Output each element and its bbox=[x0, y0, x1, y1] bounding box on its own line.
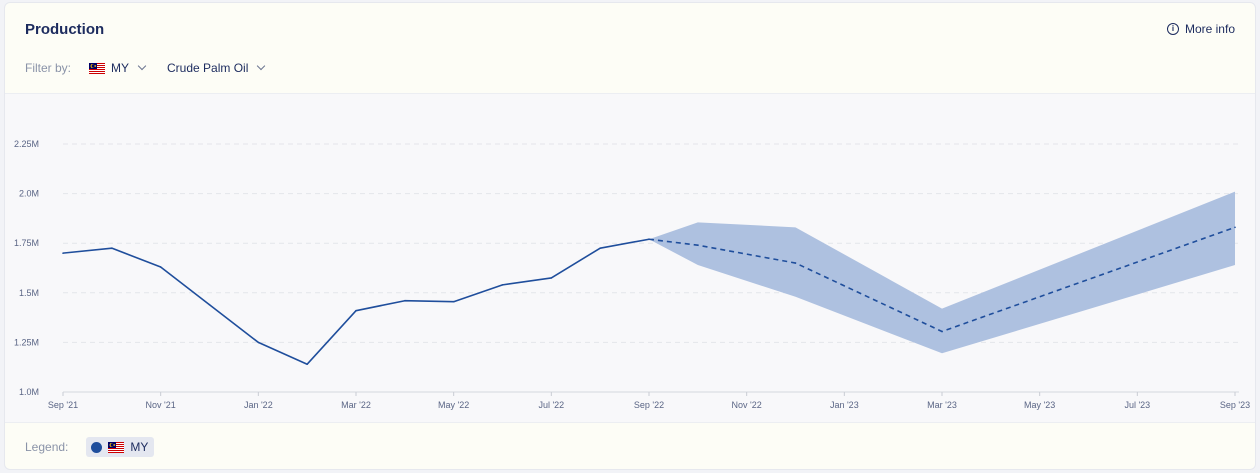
x-tick-label: May '22 bbox=[438, 400, 469, 410]
x-tick-label: Mar '22 bbox=[341, 400, 371, 410]
data-point bbox=[355, 309, 357, 312]
data-point bbox=[306, 363, 308, 366]
x-tick-label: Jan '23 bbox=[830, 400, 859, 410]
data-point bbox=[159, 266, 162, 268]
commodity-select-value: Crude Palm Oil bbox=[167, 61, 249, 75]
plot-area: 1.0M 1.25M 1.5M 1.75M 2.0M 2.25M Sep '21 Nov '2… bbox=[5, 93, 1255, 423]
x-tick-label: Mar '23 bbox=[927, 400, 957, 410]
chevron-down-icon bbox=[137, 61, 147, 71]
page-title: Production bbox=[25, 21, 105, 38]
legend-label: Legend: bbox=[25, 440, 69, 454]
y-tick-label: 1.75M bbox=[14, 238, 39, 248]
data-point bbox=[599, 247, 601, 249]
forecast-band bbox=[649, 191, 1235, 354]
series-dot-icon bbox=[91, 441, 103, 453]
x-tick-label: Jan '22 bbox=[244, 400, 273, 410]
production-card: Production i More info Filter by: MY bbox=[4, 2, 1256, 470]
data-point bbox=[208, 303, 211, 306]
y-tick-label: 2.0M bbox=[19, 189, 39, 199]
more-info-label: More info bbox=[1184, 22, 1235, 36]
y-tick-label: 1.5M bbox=[19, 288, 39, 298]
data-point bbox=[257, 341, 260, 344]
y-tick-label: 1.0M bbox=[19, 387, 39, 397]
forecast-point bbox=[794, 262, 797, 264]
x-tick-label: Sep '21 bbox=[48, 400, 78, 410]
info-icon: i bbox=[1166, 23, 1179, 35]
legend: Legend: MY bbox=[25, 437, 155, 457]
production-chart: 1.0M 1.25M 1.5M 1.75M 2.0M 2.25M Sep '21 Nov '2… bbox=[14, 139, 1250, 410]
forecast-point bbox=[1234, 226, 1236, 229]
commodity-select[interactable]: Crude Palm Oil bbox=[167, 61, 266, 75]
country-select-value: MY bbox=[111, 61, 130, 75]
more-info-button[interactable]: i More info bbox=[1166, 22, 1235, 36]
data-point bbox=[404, 299, 406, 302]
x-tick-label: Nov '21 bbox=[146, 400, 176, 410]
x-tick-label: Sep '23 bbox=[1220, 400, 1250, 410]
y-tick-label: 1.25M bbox=[14, 337, 39, 347]
x-tick-label: May '23 bbox=[1024, 400, 1055, 410]
country-select[interactable]: MY bbox=[89, 61, 147, 75]
series-line-my bbox=[62, 238, 650, 366]
forecast-point bbox=[648, 238, 650, 241]
data-point bbox=[501, 284, 504, 286]
x-tick-label: Jul '23 bbox=[1124, 400, 1150, 410]
data-point bbox=[111, 247, 113, 249]
forecast-point bbox=[941, 330, 943, 333]
legend-item-label: MY bbox=[130, 440, 149, 454]
x-tick-label: Jul '22 bbox=[538, 400, 564, 410]
y-tick-label: 2.25M bbox=[14, 139, 39, 149]
legend-item-my[interactable]: MY bbox=[86, 437, 155, 457]
filter-bar: Filter by: MY Crude Palm Oil bbox=[25, 61, 286, 75]
data-point bbox=[62, 252, 64, 254]
forecast-point bbox=[697, 244, 699, 246]
malaysia-flag-icon bbox=[108, 441, 125, 453]
malaysia-flag-icon bbox=[89, 62, 106, 74]
filter-label: Filter by: bbox=[25, 61, 72, 75]
data-point bbox=[550, 277, 553, 279]
x-tick-label: Sep '22 bbox=[634, 400, 664, 410]
chevron-down-icon bbox=[257, 61, 266, 71]
data-point bbox=[452, 300, 455, 303]
x-tick-label: Nov '22 bbox=[732, 400, 762, 410]
